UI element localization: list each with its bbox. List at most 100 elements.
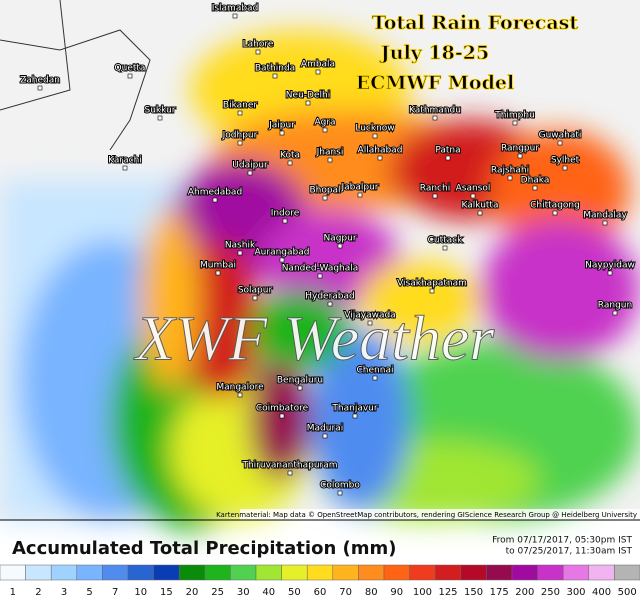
- color-swatch: [0, 564, 26, 581]
- color-swatch: [409, 564, 436, 581]
- legend-from: From 07/17/2017, 05:30pm IST: [492, 536, 632, 546]
- city-marker: [367, 320, 373, 326]
- city-marker: [127, 73, 133, 79]
- city-marker: [322, 195, 328, 201]
- color-swatch: [25, 564, 52, 581]
- city-label: Cuttack: [428, 236, 464, 246]
- city-label: Jodhpur: [222, 131, 258, 141]
- city-label: Udaipur: [232, 161, 268, 171]
- city-labels: Islamabad Lahore Quetta Zahedan Bathinda Amba…: [19, 3, 636, 496]
- city-label: Coimbatore: [256, 404, 309, 414]
- city-marker: [215, 270, 221, 276]
- city-marker: [317, 273, 323, 279]
- city-label: Mangalore: [216, 383, 264, 393]
- city-label: Thanjavur: [331, 404, 377, 414]
- scale-label: 20: [186, 587, 199, 598]
- city-label: Jabalpur: [340, 183, 378, 193]
- color-swatch: [358, 564, 385, 581]
- city-marker: [247, 170, 253, 176]
- city-marker: [442, 245, 448, 251]
- city-label: Colombo: [320, 481, 360, 491]
- city-marker: [445, 155, 451, 161]
- city-label: Ranchi: [420, 184, 450, 194]
- city-label: Asansol: [456, 184, 491, 194]
- city-marker: [255, 49, 261, 55]
- scale-label: 200: [515, 587, 534, 598]
- title-line: ECMWF Model: [356, 72, 514, 94]
- legend-title: Accumulated Total Precipitation (mm): [12, 538, 397, 559]
- city-marker: [372, 133, 378, 139]
- city-marker: [322, 127, 328, 133]
- color-swatch: [102, 564, 129, 581]
- scale-label: 1: [10, 587, 16, 598]
- city-label: Lahore: [243, 40, 274, 50]
- city-marker: [252, 295, 258, 301]
- city-marker: [377, 155, 383, 161]
- city-label: Mumbai: [200, 261, 236, 271]
- scale-label: 125: [438, 587, 457, 598]
- city-label: Indore: [271, 209, 300, 219]
- scale-label: 150: [464, 587, 483, 598]
- color-swatch: [562, 564, 590, 581]
- scale-label: 50: [288, 587, 301, 598]
- city-label: Thiruvananthapuram: [241, 461, 337, 471]
- color-swatch: [614, 564, 640, 581]
- city-label: Kalkutta: [462, 201, 499, 211]
- color-swatch: [588, 564, 615, 581]
- color-scale: 1 2 3 5 7 10 15 20 25 30 40 50 60 70 80 90 100 125 150 175 2…: [0, 564, 640, 598]
- city-label: Nashik: [225, 241, 256, 251]
- city-marker: [279, 257, 285, 263]
- city-marker: [612, 310, 618, 316]
- city-label: Kathmandu: [409, 106, 461, 116]
- city-marker: [470, 193, 476, 199]
- city-marker: [237, 140, 243, 146]
- city-marker: [352, 413, 358, 419]
- city-marker: [557, 140, 563, 146]
- city-marker: [337, 490, 343, 496]
- attribution: Kartenmaterial: Map data © OpenStreetMap…: [216, 511, 637, 519]
- scale-label: 100: [413, 587, 432, 598]
- city-label: Thimphu: [494, 111, 535, 121]
- city-marker: [37, 85, 43, 91]
- city-marker: [337, 243, 343, 249]
- city-marker: [429, 288, 435, 294]
- city-marker: [287, 470, 293, 476]
- city-marker: [122, 165, 128, 171]
- city-marker: [512, 120, 518, 126]
- color-swatch: [434, 564, 462, 581]
- city-marker: [237, 250, 243, 256]
- watermark: XWF Weather: [133, 303, 496, 374]
- scale-label: 400: [592, 587, 611, 598]
- city-marker: [507, 175, 513, 181]
- scale-label: 3: [61, 587, 67, 598]
- city-marker: [517, 153, 523, 159]
- city-marker: [237, 110, 243, 116]
- city-label: Hyderabad: [305, 292, 355, 302]
- city-label: Rajshahi: [491, 166, 529, 176]
- scale-label: 10: [134, 587, 147, 598]
- city-label: Solapur: [238, 286, 273, 296]
- city-label: Chennai: [357, 366, 394, 376]
- city-marker: [552, 210, 558, 216]
- city-label: Quetta: [115, 64, 146, 74]
- city-label: Rangpur: [501, 144, 539, 154]
- color-swatch: [255, 564, 282, 581]
- city-marker: [282, 218, 288, 224]
- scale-label: 60: [314, 587, 327, 598]
- city-label: Zahedan: [20, 76, 60, 86]
- color-swatch: [383, 564, 410, 581]
- city-marker: [607, 270, 613, 276]
- city-label: Bhopal: [309, 186, 340, 196]
- city-label: Mandalay: [583, 211, 627, 221]
- city-marker: [279, 130, 285, 136]
- city-label: Aurangabad: [255, 248, 310, 258]
- city-label: Sukkur: [145, 106, 176, 116]
- city-label: Ahmedabad: [188, 188, 242, 198]
- city-marker: [327, 301, 333, 307]
- city-label: Rangun: [598, 301, 632, 311]
- scale-label: 2: [35, 587, 41, 598]
- color-swatch: [537, 564, 564, 581]
- city-label: Agra: [314, 118, 335, 128]
- city-marker: [477, 210, 483, 216]
- color-swatch: [281, 564, 308, 581]
